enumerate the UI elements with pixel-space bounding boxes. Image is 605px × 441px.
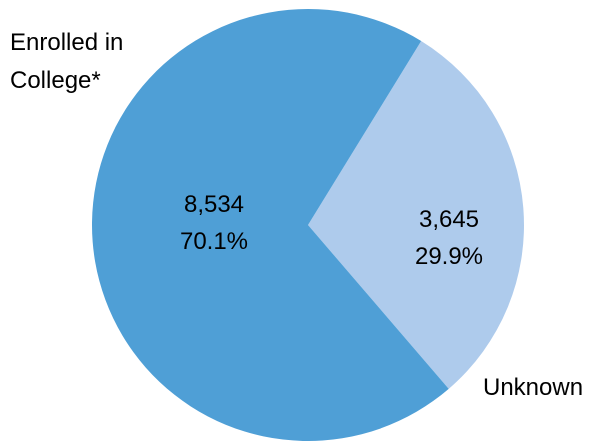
slice-value-enrolled: 8,534: [184, 191, 244, 218]
slice-value-unknown: 3,645: [419, 206, 479, 233]
pie-slice-unknown: [308, 41, 524, 389]
slice-percent-unknown: 29.9%: [415, 243, 483, 270]
pie-slices: [92, 9, 524, 441]
category-label-enrolled-line2: College*: [10, 67, 101, 94]
slice-percent-enrolled: 70.1%: [180, 228, 248, 255]
pie-slice-enrolled-in-college: [92, 9, 449, 441]
category-label-enrolled-line1: Enrolled in: [10, 29, 123, 56]
category-label-unknown: Unknown: [483, 374, 583, 401]
